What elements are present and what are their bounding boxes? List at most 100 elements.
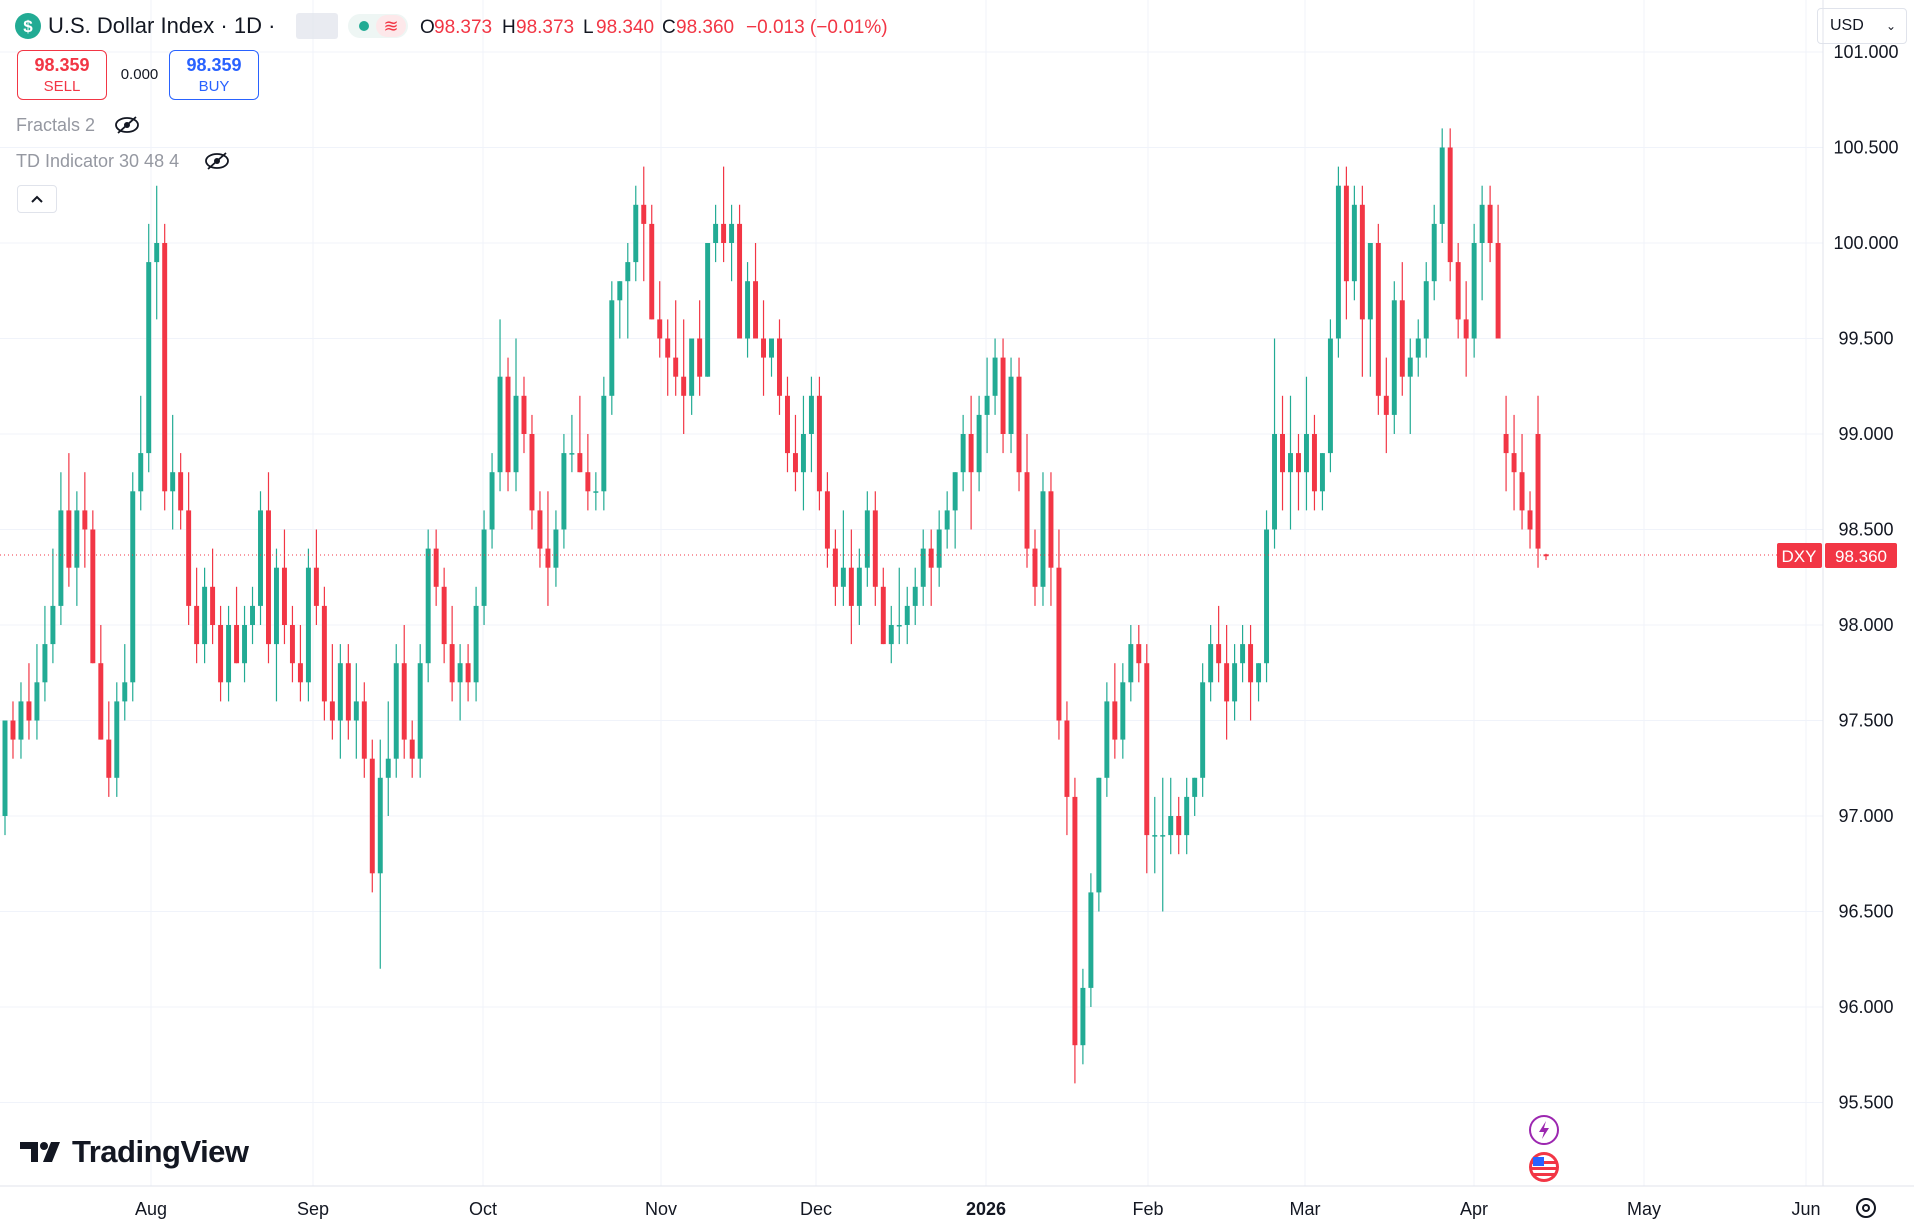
tradingview-logo-icon (20, 1142, 60, 1162)
candle (888, 605, 894, 664)
candle (1343, 166, 1349, 320)
eye-off-icon[interactable] (205, 152, 229, 170)
symbol-tag-text: DXY (1782, 547, 1817, 566)
candle (170, 414, 176, 530)
candle (1391, 281, 1397, 434)
settings-gear-icon[interactable] (1856, 1198, 1876, 1218)
candle (1192, 777, 1198, 816)
candle (74, 491, 80, 606)
currency-select[interactable]: USD ⌄ (1817, 8, 1907, 44)
candle (1272, 338, 1278, 549)
candle (1399, 262, 1405, 396)
collapse-legend-button[interactable] (17, 185, 57, 213)
price-tick-label: 98.500 (1838, 520, 1893, 540)
indicator-fractals[interactable]: Fractals 2 (16, 115, 139, 135)
time-tick-label: Oct (469, 1199, 497, 1219)
symbol-header[interactable]: $ U.S. Dollar Index · 1D · ≋ (15, 13, 408, 39)
candle (553, 510, 559, 587)
candle (649, 204, 655, 320)
tradingview-logo[interactable]: TradingView (20, 1134, 249, 1170)
candle (737, 204, 743, 339)
change-value: −0.013 (−0.01%) (746, 17, 888, 38)
eye-off-icon[interactable] (115, 116, 139, 134)
candle (936, 510, 942, 587)
candle (1256, 663, 1262, 702)
candle (777, 319, 782, 415)
currency-value: USD (1830, 17, 1864, 34)
indicator-td-label: TD Indicator 30 48 4 (16, 151, 179, 171)
indicator-td[interactable]: TD Indicator 30 48 4 (16, 151, 229, 171)
candle (1176, 796, 1182, 855)
price-tick-label: 99.500 (1838, 329, 1893, 349)
candle (82, 472, 88, 568)
candle (433, 529, 439, 606)
candle (1224, 625, 1230, 740)
candle (1439, 128, 1445, 243)
candle (1032, 529, 1038, 606)
candle (321, 586, 327, 721)
price-tick-label: 99.000 (1838, 424, 1893, 444)
candle (952, 472, 958, 549)
candle (904, 586, 910, 645)
candle (1200, 663, 1206, 797)
candle (114, 682, 120, 797)
candle (585, 434, 591, 511)
price-axis[interactable]: 101.000 100.500 100.000 99.500 99.000 98.500 9… (1833, 42, 1898, 1113)
candle (1016, 357, 1022, 492)
sell-button[interactable]: 98.359 SELL (17, 50, 107, 100)
low-value: 98.340 (596, 17, 654, 38)
chevron-up-icon (31, 195, 43, 203)
candle (1088, 873, 1094, 1007)
candle (361, 682, 367, 778)
approx-icon: ≋ (383, 16, 398, 36)
time-tick-label: 2026 (966, 1199, 1006, 1219)
lightning-event-icon[interactable] (1529, 1115, 1559, 1145)
candle (42, 605, 48, 702)
candle (1303, 376, 1309, 511)
candle (697, 300, 703, 396)
candle (721, 166, 727, 263)
price-tick-label: 100.500 (1833, 138, 1898, 158)
price-tick-label: 100.000 (1833, 233, 1898, 253)
candle (808, 376, 814, 473)
candle (992, 338, 998, 415)
candle (601, 376, 607, 511)
candle (1160, 777, 1166, 912)
candle (1152, 796, 1158, 874)
time-axis[interactable]: Aug Sep Oct Nov Dec 2026 Feb Mar Apr May Jun (135, 1199, 1821, 1219)
us-flag-event-icon[interactable] (1529, 1152, 1559, 1182)
candle (1248, 625, 1254, 721)
candle (864, 491, 870, 587)
candle (976, 395, 982, 492)
sell-label: SELL (43, 78, 81, 95)
candle (856, 548, 862, 625)
candle (194, 567, 200, 664)
candle (1144, 644, 1150, 874)
candle (226, 605, 232, 702)
buy-button[interactable]: 98.359 BUY (169, 50, 259, 100)
candle (58, 472, 64, 625)
candle (1447, 128, 1453, 282)
candle (305, 548, 311, 702)
candle (633, 185, 639, 282)
last-price-text: 98.360 (1835, 547, 1887, 566)
candle (1503, 395, 1509, 492)
candle (90, 510, 96, 664)
candle (609, 281, 615, 415)
candle (617, 281, 623, 339)
candle (1351, 185, 1357, 301)
candle (1359, 185, 1365, 377)
candle (1080, 968, 1086, 1065)
candle (832, 529, 838, 606)
candle (689, 338, 695, 415)
brand-name: TradingView (72, 1134, 249, 1169)
price-tick-label: 98.000 (1838, 615, 1893, 635)
candle (792, 414, 798, 492)
candle (1048, 472, 1054, 606)
candle (1008, 357, 1014, 454)
time-tick-label: Sep (297, 1199, 329, 1219)
indicator-fractals-label: Fractals 2 (16, 115, 95, 135)
candle (665, 319, 671, 396)
candle (345, 644, 351, 740)
